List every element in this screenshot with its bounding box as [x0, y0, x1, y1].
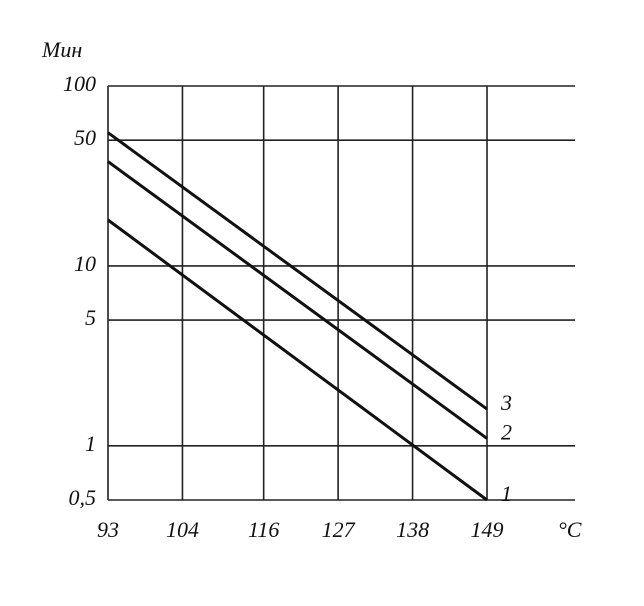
- series-label: 1: [501, 481, 512, 506]
- y-tick-label: 10: [74, 251, 96, 276]
- series-line: [107, 160, 488, 440]
- series-label: 3: [500, 390, 512, 415]
- y-tick-label: 50: [74, 125, 96, 150]
- y-tick-label: 100: [63, 71, 96, 96]
- series-line: [107, 218, 488, 502]
- series-line: [107, 131, 488, 411]
- x-tick-label: 104: [166, 517, 199, 542]
- y-tick-label: 0,5: [69, 485, 97, 510]
- y-tick-label: 1: [85, 431, 96, 456]
- x-axis-label: °C: [558, 517, 582, 542]
- x-tick-label: 116: [248, 517, 279, 542]
- x-tick-label: 149: [471, 517, 504, 542]
- x-tick-label: 127: [322, 517, 356, 542]
- series-label: 2: [501, 419, 512, 444]
- y-tick-label: 5: [85, 305, 96, 330]
- x-tick-label: 138: [396, 517, 429, 542]
- x-tick-label: 93: [97, 517, 119, 542]
- y-axis-label: Мин: [41, 37, 82, 62]
